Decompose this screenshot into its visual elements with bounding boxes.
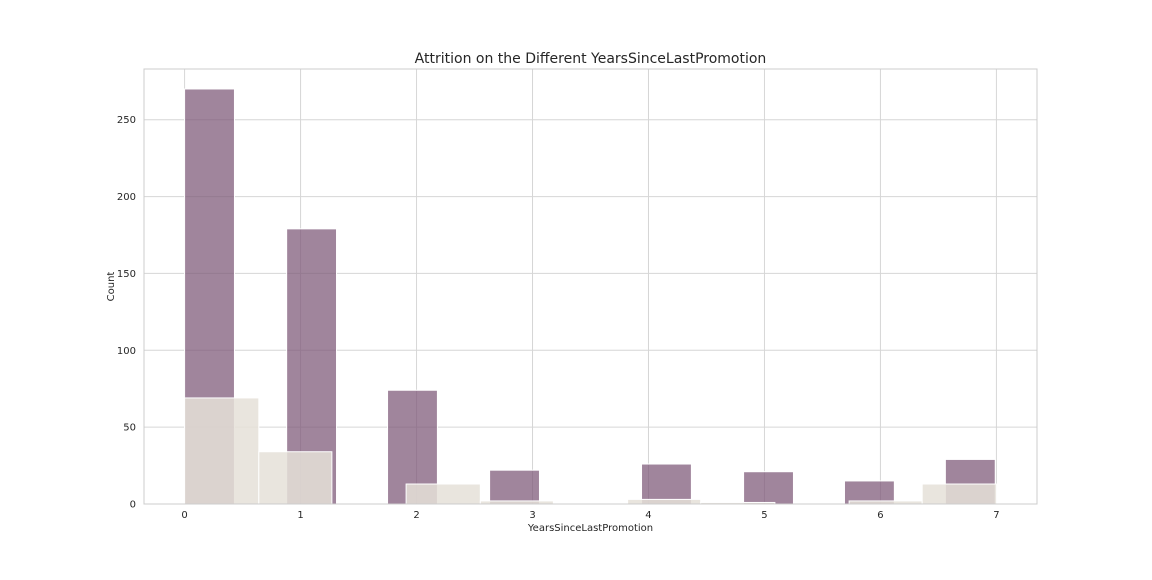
x-axis-label: YearsSinceLastPromotion [527, 523, 653, 534]
plot-frame [143, 68, 1038, 505]
x-tick-label: 3 [529, 510, 535, 521]
grid-layer [144, 69, 1037, 505]
y-tick-label: 0 [130, 500, 136, 511]
histogram-bar-series-2 [184, 397, 260, 505]
y-tick-label: 150 [117, 269, 136, 280]
y-tick-label: 200 [117, 192, 136, 203]
histogram-bar-series-1 [743, 471, 794, 505]
x-tick-label: 4 [645, 510, 651, 521]
y-tick-label: 100 [117, 346, 136, 357]
y-tick-label: 50 [123, 423, 136, 434]
x-tick-label: 6 [877, 510, 883, 521]
x-tick-label: 2 [413, 510, 419, 521]
x-tick-label: 7 [993, 510, 999, 521]
y-axis-label: Count [106, 272, 117, 302]
x-tick-label: 5 [761, 510, 767, 521]
histogram-bar-series-1 [489, 469, 540, 505]
bars-layer [184, 88, 997, 505]
ticks-layer: 0 1 2 3 4 5 6 7 0 50 100 150 200 250 [117, 115, 1000, 521]
histogram-bar-series-2 [258, 451, 333, 505]
y-tick-label: 250 [117, 115, 136, 126]
histogram-bar-series-2 [405, 483, 481, 505]
x-tick-label: 0 [181, 510, 187, 521]
histogram-bar-series-2 [627, 498, 702, 505]
histogram-bar-series-2 [921, 483, 997, 505]
x-tick-label: 1 [297, 510, 303, 521]
chart-title: Attrition on the Different YearsSinceLas… [415, 51, 767, 67]
histogram-bar-series-1 [641, 463, 692, 505]
